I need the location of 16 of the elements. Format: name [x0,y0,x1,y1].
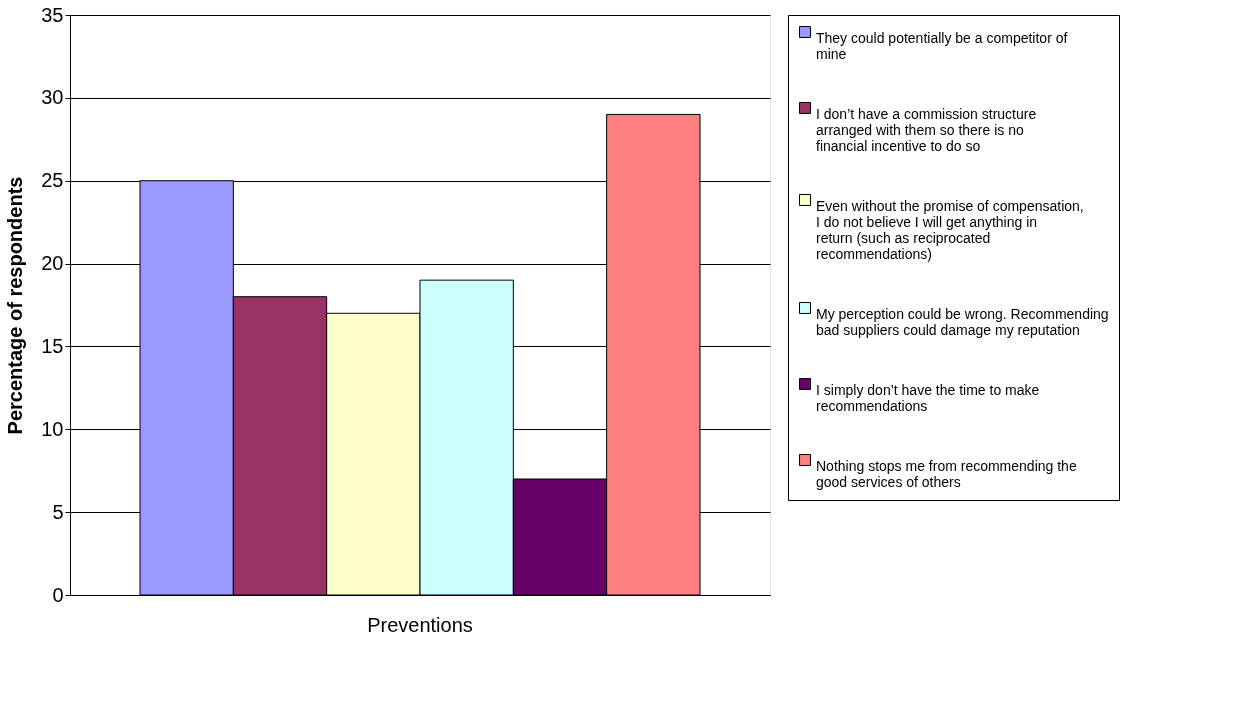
legend-label: Nothing stops me from recommending the good services of others [816,458,1077,490]
y-tick-label: 15 [41,334,64,357]
y-tick-label: 35 [41,3,64,26]
x-tick-label: Preventions [367,613,473,636]
y-tick-label: 25 [41,169,64,192]
y-tick-label: 5 [52,500,64,523]
legend-label: They could potentially be a competitor of mine [816,30,1068,62]
legend-label: I simply don’t have the time to make recommendations [816,382,1040,414]
y-tick-label: 20 [41,252,64,275]
legend-label: Even without the promise of compensation, I do not believe I will get anything in return (such as reciprocated recommendations) [816,198,1084,262]
legend-label: My perception could be wrong. Recommending bad suppliers could damage my reputation [816,306,1109,338]
y-tick-label: 0 [52,583,64,606]
y-axis-title: Percentage of respondents [4,176,27,435]
legend-label: I don’t have a commission structure arranged with them so there is no financial incentive to do so [816,106,1037,154]
y-tick-label: 30 [41,86,64,109]
y-tick-label: 10 [41,417,64,440]
